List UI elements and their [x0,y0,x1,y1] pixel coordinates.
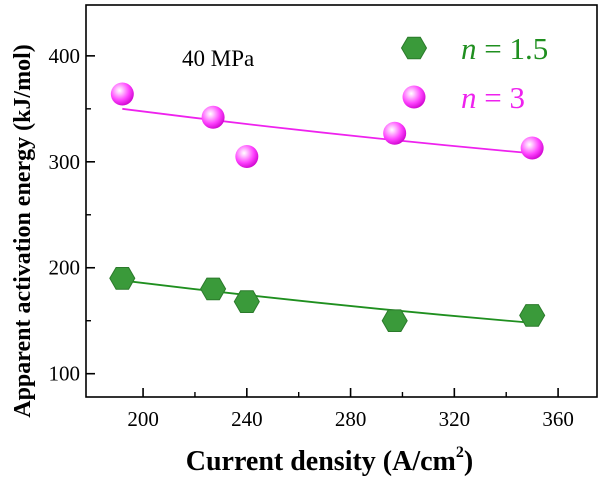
point-series-0-4 [519,304,546,327]
fit-line-series-1 [122,107,533,155]
x-axis-title-sup: 2 [456,444,464,461]
x-axis-title-end: ) [464,446,473,477]
axis-tick-labels: 200 240 280 320 360 100 200 300 400 [49,44,574,431]
data-points [109,82,546,332]
x-axis-title-main: Current density (A/cm [186,446,456,477]
axis-ticks [86,55,559,397]
legend-marker-1 [402,85,426,109]
point-series-1-0 [110,82,134,106]
point-series-0-3 [381,309,408,332]
legend-label-1: n = 3 [461,80,525,115]
x-tick-label-320: 320 [439,407,471,431]
legend-label-value-0: = 1.5 [477,31,549,66]
point-series-1-4 [520,136,544,160]
fit-line-series-0 [122,279,533,324]
point-series-0-2 [233,290,260,313]
point-series-0-1 [200,277,227,301]
point-series-0-0 [109,267,136,290]
legend-label-0: n = 1.5 [461,31,548,66]
x-axis-title: Current density (A/cm2) [186,444,473,477]
point-series-1-2 [235,145,259,169]
x-tick-label-360: 360 [542,407,574,431]
legend-label-var-0: n [461,31,477,66]
legend-label-value-1: = 3 [477,80,525,115]
legend-marker-0 [400,36,428,60]
x-tick-label-200: 200 [127,407,159,431]
legend: n = 1.5n = 3 [400,31,548,115]
plot-frame [85,4,598,398]
pressure-annotation: 40 MPa [182,46,254,71]
point-series-1-3 [383,121,407,145]
point-series-1-1 [201,105,225,129]
y-tick-label-300: 300 [49,150,81,174]
x-tick-label-280: 280 [335,407,367,431]
y-tick-label-400: 400 [49,44,81,68]
y-tick-label-200: 200 [49,256,81,280]
y-tick-label-100: 100 [49,362,81,386]
x-tick-label-240: 240 [231,407,263,431]
y-axis-title: Apparent activation energy (kJ/mol) [10,44,36,418]
fit-lines [122,107,533,324]
legend-label-var-1: n [461,80,477,115]
